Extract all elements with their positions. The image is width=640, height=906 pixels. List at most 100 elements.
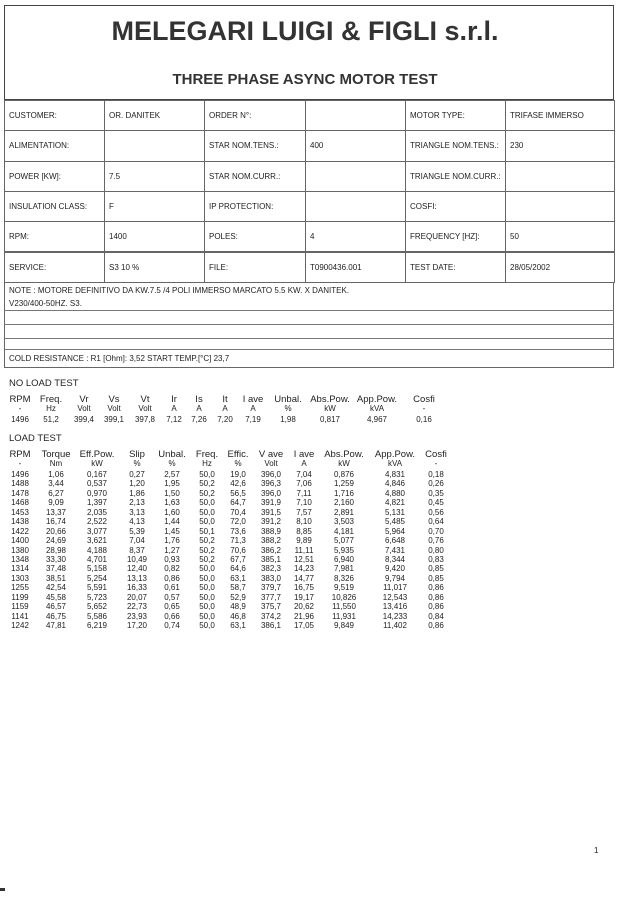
table-cell: 383,0 [260, 573, 282, 583]
table-cell: 50,0 [199, 583, 215, 593]
table-cell: 0,27 [129, 470, 145, 479]
table-cell: 2,035 [86, 507, 108, 517]
table-cell: 1,63 [164, 498, 180, 508]
column-header: Unbal. [158, 449, 186, 460]
table-cell: 386,1 [260, 621, 282, 631]
scan-mark [0, 888, 5, 891]
table-cell: 20,07 [126, 592, 148, 602]
column-header: App.Pow. [356, 394, 398, 405]
info-cell: ALIMENTATION: [4, 130, 105, 162]
table-cell: 7,57 [296, 507, 312, 517]
info-cell: 7.5 [104, 160, 205, 192]
table-cell: 0,61 [164, 583, 180, 593]
info-cell [305, 160, 406, 192]
table-cell: 374,2 [260, 611, 282, 621]
column-unit: kVA [369, 404, 385, 413]
column-header: RPM [9, 394, 31, 405]
table-cell: 5,254 [86, 573, 108, 583]
table-cell: 8,85 [296, 526, 312, 536]
info-cell: MOTOR TYPE: [405, 100, 506, 132]
column-header: Cosfi [425, 449, 447, 460]
info-cell: TEST DATE: [405, 251, 506, 283]
cold-resistance: COLD RESISTANCE : R1 [Ohm]: 3,52 START T… [9, 354, 230, 363]
table-cell: 9,89 [296, 536, 312, 546]
table-cell: 21,96 [293, 611, 315, 621]
table-cell: 63,1 [230, 573, 246, 583]
column-header: Abs.Pow. [324, 449, 364, 460]
table-cell: 72,0 [230, 517, 246, 527]
column-unit: % [168, 459, 176, 468]
table-cell: 58,7 [230, 583, 246, 593]
table-cell: 0,66 [164, 611, 180, 621]
table-cell: 13,37 [45, 507, 67, 517]
table-cell: 391,5 [260, 507, 282, 517]
table-cell: 0,64 [428, 517, 444, 527]
table-cell: 12,51 [293, 554, 315, 564]
table-cell: 0,84 [428, 611, 444, 621]
table-cell: 0,57 [164, 592, 180, 602]
table-cell: 1303 [11, 573, 29, 583]
column-header: Eff.Pow. [79, 449, 115, 460]
table-cell: 3,44 [48, 479, 64, 489]
column-header: Freq. [39, 394, 63, 405]
table-cell: 22,73 [126, 602, 148, 612]
table-cell: 385,1 [260, 554, 282, 564]
table-cell: 7,431 [384, 545, 406, 555]
table-cell: 52,9 [230, 592, 246, 602]
table-cell: 1,45 [164, 526, 180, 536]
table-cell: 71,3 [230, 536, 246, 546]
table-cell: 42,54 [45, 583, 67, 593]
table-cell: 1,397 [86, 498, 108, 508]
info-cell: POLES: [204, 221, 306, 253]
table-cell: 379,7 [260, 583, 282, 593]
table-cell: 0,76 [428, 536, 444, 546]
table-cell: 7,04 [296, 470, 312, 479]
table-cell: 2,891 [333, 507, 355, 517]
info-cell: ORDER N°: [204, 100, 306, 132]
table-cell: 0,56 [428, 507, 444, 517]
table-cell: 9,519 [333, 583, 355, 593]
info-cell: 1400 [104, 221, 205, 253]
table-cell: 1438 [11, 517, 29, 527]
table-cell: 5,158 [86, 564, 108, 574]
table-cell: 50,0 [199, 621, 215, 631]
table-cell: 56,5 [230, 488, 246, 498]
table-cell: 0,817 [319, 415, 341, 424]
table-cell: 24,69 [45, 536, 67, 546]
column-unit: A [301, 459, 307, 468]
table-cell: 13,416 [382, 602, 408, 612]
column-header: Torque [41, 449, 71, 460]
table-cell: 70,4 [230, 507, 246, 517]
table-cell: 9,420 [384, 564, 406, 574]
info-cell: TRIANGLE NOM.TENS.: [405, 130, 506, 162]
column-unit: % [133, 459, 141, 468]
table-cell: 0,16 [416, 415, 432, 424]
table-cell: 16,74 [45, 517, 67, 527]
table-cell: 50,2 [199, 488, 215, 498]
table-cell: 1400 [11, 536, 29, 546]
table-cell: 12,40 [126, 564, 148, 574]
section-title: LOAD TEST [9, 433, 62, 444]
table-cell: 28,98 [45, 545, 67, 555]
note-line [4, 338, 614, 339]
table-cell: 9,794 [384, 573, 406, 583]
table-cell: 5,652 [86, 602, 108, 612]
info-cell: CUSTOMER: [4, 100, 105, 132]
table-cell: 0,85 [428, 573, 444, 583]
table-cell: 8,37 [129, 545, 145, 555]
column-header: Abs.Pow. [310, 394, 350, 405]
column-unit: % [284, 404, 292, 413]
table-cell: 7,20 [217, 415, 233, 424]
table-cell: 1,44 [164, 517, 180, 527]
table-cell: 1,76 [164, 536, 180, 546]
table-cell: 0,86 [428, 602, 444, 612]
info-cell: FILE: [204, 251, 306, 283]
column-header: Is [195, 394, 203, 405]
table-cell: 0,82 [164, 564, 180, 574]
info-cell: STAR NOM.CURR.: [204, 160, 306, 192]
info-cell: TRIANGLE NOM.CURR.: [405, 160, 506, 192]
info-cell: OR. DANITEK [104, 100, 205, 132]
column-header: Unbal. [274, 394, 302, 405]
info-cell: F [104, 190, 205, 223]
table-cell: 10,49 [126, 554, 148, 564]
